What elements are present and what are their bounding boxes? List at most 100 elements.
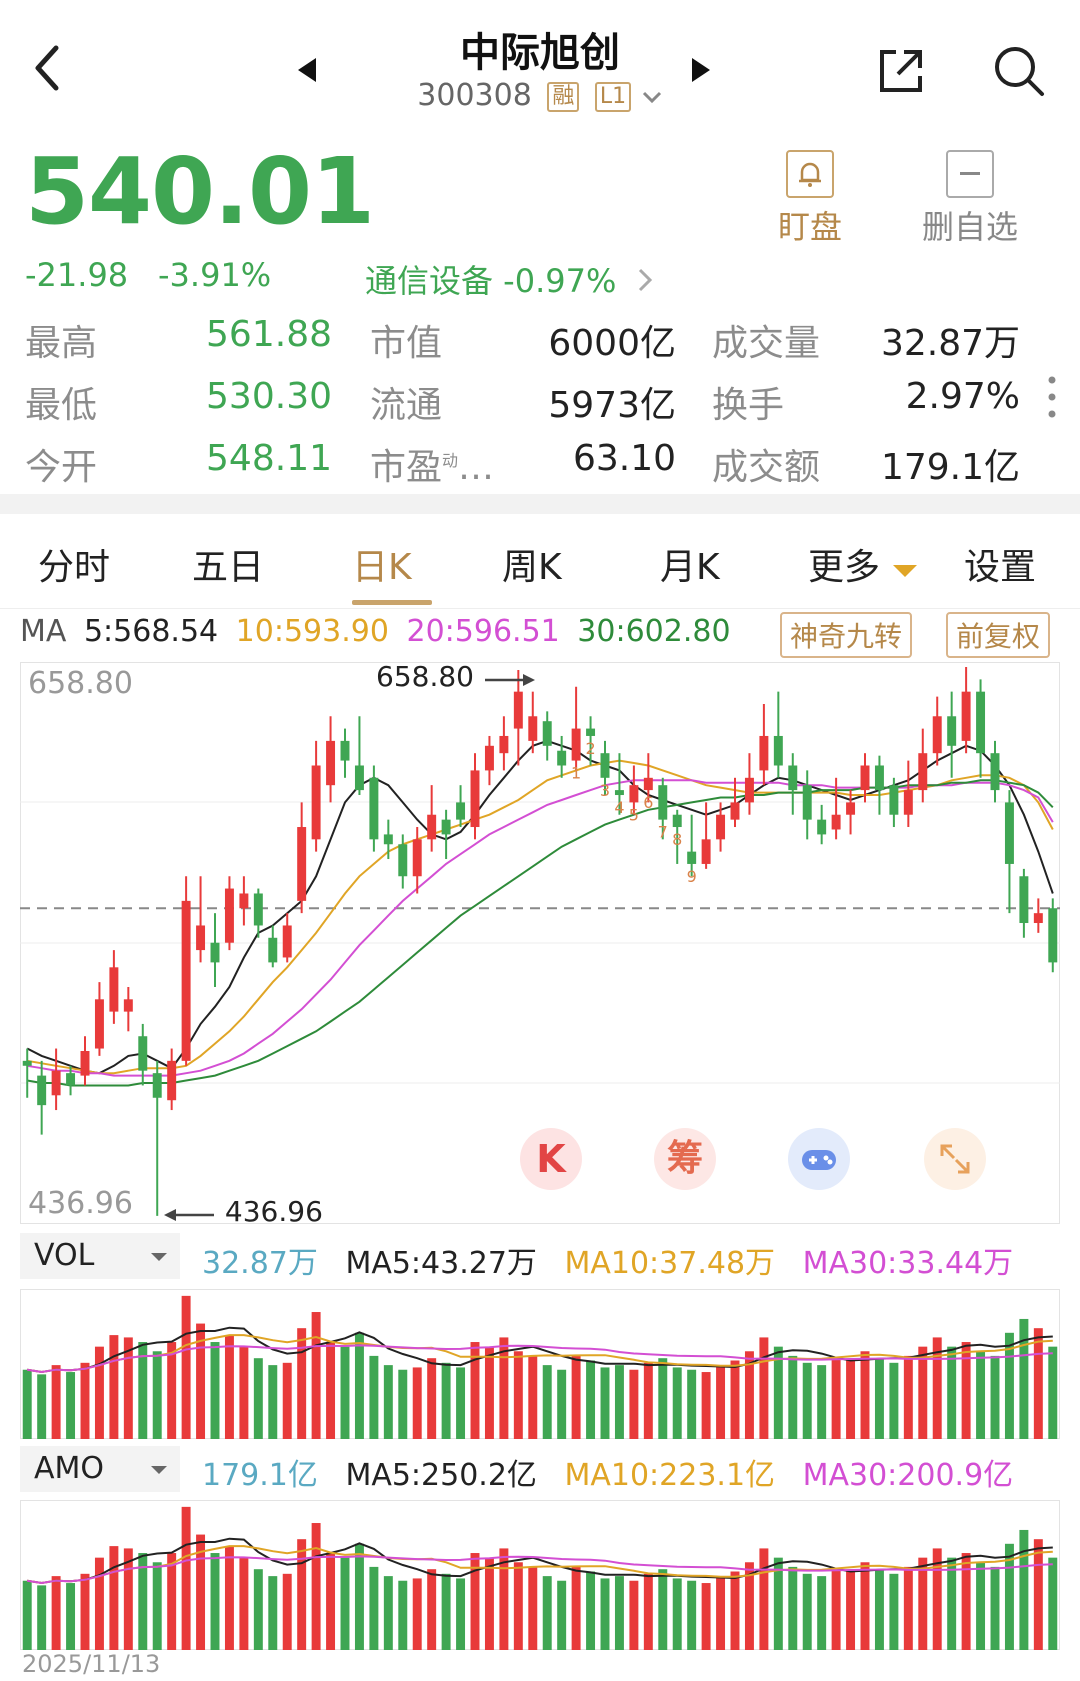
candle-body (961, 691, 971, 741)
candle-body (94, 999, 104, 1049)
volume-bar (109, 1335, 119, 1439)
candle-body (990, 753, 1000, 791)
volume-bar (297, 1328, 307, 1439)
candle (181, 876, 191, 1066)
candle-body (1004, 802, 1014, 864)
volume-bar (383, 1365, 393, 1439)
volume-bar (66, 1583, 76, 1650)
volume-bar (239, 1557, 249, 1650)
candle (528, 691, 538, 754)
volume-bar (1004, 1543, 1014, 1650)
nine-turn-button[interactable]: 神奇九转 (780, 612, 913, 658)
candle-body (874, 765, 884, 791)
nine-turn-label: 4 (614, 798, 624, 817)
candle (802, 770, 812, 840)
volume-bar (499, 1548, 509, 1650)
volume-bar (94, 1557, 104, 1650)
stock-code-row[interactable]: 300308 融 L1 (0, 78, 1080, 114)
volume-bar (528, 1355, 538, 1439)
candle-body (470, 770, 480, 828)
candle (297, 802, 307, 914)
volume-bar (528, 1566, 538, 1650)
tab-intraday[interactable]: 分时 (38, 547, 111, 588)
candle (224, 876, 234, 951)
float-chip-button[interactable]: 筹 (654, 1128, 716, 1190)
tab-monthly-k[interactable]: 月K (660, 547, 720, 588)
caret-down-icon (148, 1446, 170, 1506)
volume-bar (716, 1365, 726, 1439)
tabs-divider (0, 608, 1080, 609)
bell-icon (786, 150, 834, 198)
candle-body (412, 839, 422, 877)
more-vertical-icon[interactable] (1046, 374, 1058, 424)
candle-body (224, 888, 234, 943)
tab-daily-k[interactable]: 日K (352, 547, 412, 588)
watch-button[interactable]: 盯盘 (768, 150, 852, 248)
candle (239, 876, 249, 926)
candle (947, 691, 957, 778)
volume-bar (340, 1557, 350, 1650)
candle (1048, 898, 1058, 973)
price-adjust-button[interactable]: 前复权 (946, 612, 1051, 658)
volume-bar (268, 1365, 278, 1439)
sector-link[interactable]: 通信设备 -0.97% (365, 256, 653, 302)
remove-watchlist-button[interactable]: 删自选 (915, 150, 1025, 248)
candle (701, 802, 711, 869)
tab-weekly-k[interactable]: 周K (502, 547, 562, 588)
share-icon[interactable] (876, 46, 926, 100)
volume-bar (759, 1337, 769, 1439)
ma-label: MA (20, 614, 67, 649)
volume-bar (976, 1562, 986, 1650)
candle (253, 888, 263, 938)
candle-body (773, 735, 783, 766)
back-icon[interactable] (28, 42, 68, 94)
prev-stock-icon[interactable] (296, 56, 318, 88)
tab-settings[interactable]: 设置 (964, 547, 1037, 588)
candle-body (528, 716, 538, 741)
volume-bar (224, 1335, 234, 1439)
stat-volume-value: 32.87万 (880, 323, 1020, 364)
y-axis-min: 436.96 (28, 1186, 133, 1221)
volume-bar (557, 1580, 567, 1650)
volume-bar (831, 1358, 841, 1439)
volume-bar (831, 1569, 841, 1650)
vol-indicator-select[interactable]: VOL (20, 1233, 180, 1279)
ma10-line (27, 759, 1054, 1075)
gamepad-icon[interactable] (788, 1128, 850, 1190)
volume-bar (903, 1355, 913, 1439)
volume-bar (600, 1578, 610, 1650)
candle-body (903, 790, 913, 815)
arrow-left-icon (162, 1197, 216, 1230)
stat-high-label: 最高 (25, 323, 98, 364)
vol-ma30: MA30:33.44万 (802, 1246, 1014, 1281)
tab-five-day[interactable]: 五日 (192, 547, 265, 588)
tab-more[interactable]: 更多 (808, 538, 919, 590)
candle-body (614, 790, 624, 796)
amo-indicator-select[interactable]: AMO (20, 1446, 180, 1492)
volume-bar (889, 1362, 899, 1439)
candle-body (542, 721, 552, 746)
volume-chart[interactable] (20, 1289, 1060, 1439)
candle (542, 711, 552, 761)
fullscreen-icon[interactable] (924, 1128, 986, 1190)
candle-body (513, 691, 523, 729)
volume-bar (730, 1360, 740, 1439)
volume-bar (196, 1534, 206, 1650)
candle (874, 755, 884, 815)
candle-body (586, 728, 596, 736)
candle (1019, 868, 1029, 938)
float-k-button[interactable]: K (520, 1128, 582, 1190)
candle-body (181, 900, 191, 1061)
volume-bar (123, 1337, 133, 1439)
candle (614, 753, 624, 815)
volume-bar (903, 1566, 913, 1650)
candle (773, 691, 783, 778)
ma-legend: MA 5:568.54 10:593.90 20:596.51 30:602.8… (20, 614, 731, 649)
next-stock-icon[interactable] (690, 56, 712, 88)
volume-bar (210, 1553, 220, 1650)
amount-chart[interactable] (20, 1500, 1060, 1650)
caret-down-icon (891, 549, 919, 590)
stat-amount-value: 179.1亿 (880, 447, 1020, 488)
search-icon[interactable] (992, 44, 1046, 102)
candle (196, 876, 206, 963)
